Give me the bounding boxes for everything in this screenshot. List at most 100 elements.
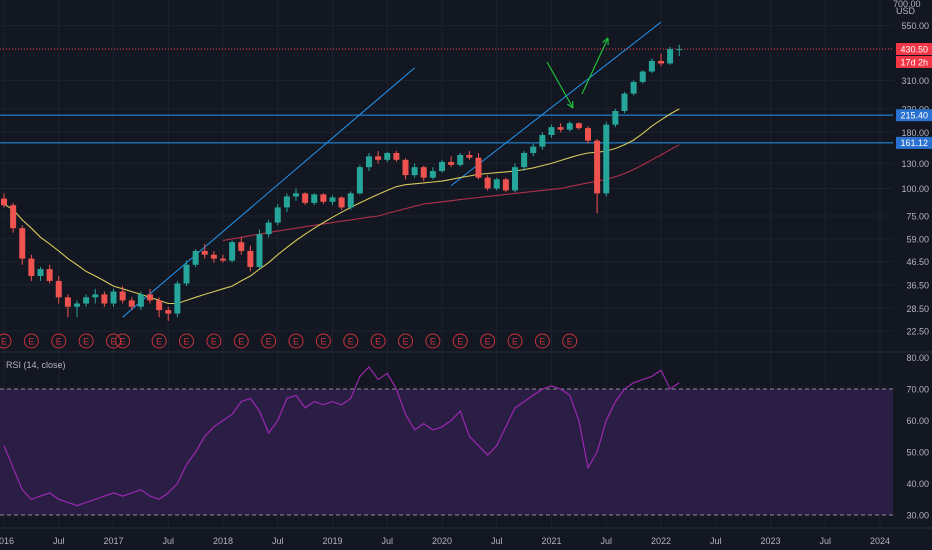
candle[interactable] — [165, 306, 172, 321]
arrow-down-projection[interactable] — [546, 61, 574, 109]
candle[interactable] — [83, 294, 90, 307]
candle[interactable] — [594, 138, 601, 214]
earnings-marker[interactable]: E — [507, 333, 523, 349]
candle[interactable] — [347, 191, 354, 210]
horizontal-levels[interactable] — [0, 48, 893, 144]
candle[interactable] — [612, 108, 619, 128]
candle[interactable] — [119, 286, 126, 304]
candle[interactable] — [329, 195, 336, 206]
candle[interactable] — [676, 44, 683, 57]
earnings-marker[interactable]: E — [452, 333, 468, 349]
candle[interactable] — [92, 288, 99, 304]
candle[interactable] — [229, 240, 236, 263]
candle[interactable] — [293, 188, 299, 201]
level-price-tag[interactable]: 215.40 — [896, 109, 932, 122]
candle[interactable] — [448, 156, 455, 168]
candle[interactable] — [429, 167, 436, 180]
price-channel[interactable] — [122, 21, 662, 318]
earnings-marker[interactable]: E — [343, 333, 359, 349]
candle[interactable] — [37, 266, 44, 281]
candle[interactable] — [256, 229, 263, 270]
candle[interactable] — [183, 260, 190, 287]
earnings-marker[interactable]: E — [115, 333, 131, 349]
candle[interactable] — [156, 297, 163, 318]
candlestick-series[interactable] — [1, 44, 683, 321]
candle[interactable] — [502, 177, 509, 193]
candle[interactable] — [539, 132, 546, 150]
candle[interactable] — [575, 122, 582, 130]
candle[interactable] — [265, 219, 272, 238]
candle[interactable] — [147, 288, 153, 304]
last-price-tag[interactable]: 430.50 — [896, 43, 932, 55]
earnings-marker[interactable]: E — [425, 333, 441, 349]
earnings-marker[interactable]: E — [0, 333, 12, 349]
rsi-panel[interactable] — [0, 365, 893, 516]
earnings-marker[interactable]: E — [233, 333, 249, 349]
candle[interactable] — [375, 151, 382, 164]
candle[interactable] — [521, 151, 528, 172]
channel-upper-line[interactable] — [122, 67, 415, 318]
candle[interactable] — [283, 193, 290, 213]
candle[interactable] — [548, 124, 555, 138]
candle[interactable] — [302, 192, 309, 206]
candle[interactable] — [658, 53, 664, 67]
countdown-tag[interactable]: 17d 2h — [896, 56, 932, 68]
earnings-marker[interactable]: E — [78, 333, 94, 349]
candle[interactable] — [55, 276, 62, 304]
arrow-up-projection[interactable] — [581, 37, 609, 95]
candle[interactable] — [311, 193, 318, 206]
candle[interactable] — [28, 254, 35, 281]
candle[interactable] — [566, 121, 573, 132]
time-axis[interactable]: 2016 Jul 2017 Jul 2018 Jul 2019 Jul 2020 Jul 2021 J… — [0, 527, 932, 546]
candle[interactable] — [174, 280, 181, 318]
candle[interactable] — [530, 143, 537, 157]
candle[interactable] — [402, 158, 409, 180]
candle[interactable] — [220, 254, 226, 263]
price-axis[interactable]: 550.00430.00310.00230.00180.00130.00100.… — [896, 21, 932, 521]
candle[interactable] — [274, 204, 281, 226]
earnings-marker[interactable]: E — [370, 333, 386, 349]
candle[interactable] — [338, 196, 345, 210]
projection-arrows[interactable] — [546, 37, 609, 109]
candle[interactable] — [603, 122, 610, 197]
candle[interactable] — [210, 250, 217, 263]
candle[interactable] — [475, 152, 482, 180]
earnings-marker[interactable]: E — [480, 333, 496, 349]
candle[interactable] — [320, 193, 327, 205]
candle[interactable] — [74, 300, 80, 318]
candle[interactable] — [667, 46, 674, 65]
channel-lower-line[interactable] — [450, 21, 662, 187]
candle[interactable] — [439, 159, 445, 173]
earnings-marker[interactable]: E — [534, 333, 550, 349]
earnings-marker[interactable]: E — [261, 333, 277, 349]
candle[interactable] — [201, 243, 208, 259]
candle[interactable] — [585, 126, 591, 144]
candle[interactable] — [411, 163, 418, 178]
earnings-marker[interactable]: E — [206, 333, 222, 349]
candle[interactable] — [247, 245, 254, 272]
candle[interactable] — [630, 80, 637, 96]
candle[interactable] — [64, 294, 71, 318]
earnings-marker[interactable]: E — [23, 333, 39, 349]
candle[interactable] — [10, 202, 17, 233]
level-price-tag[interactable]: 161.12 — [896, 136, 932, 149]
candle[interactable] — [384, 151, 391, 162]
candle[interactable] — [46, 264, 53, 284]
rsi-line[interactable] — [3, 365, 680, 507]
candle[interactable] — [137, 291, 144, 311]
candle[interactable] — [110, 288, 117, 307]
candle[interactable] — [493, 177, 500, 191]
earnings-marker[interactable]: E — [179, 333, 194, 349]
candle[interactable] — [557, 123, 564, 133]
earnings-marker[interactable]: E — [398, 333, 413, 349]
candle[interactable] — [128, 297, 135, 311]
earnings-marker[interactable]: E — [315, 333, 331, 349]
candle[interactable] — [192, 249, 199, 267]
earnings-marker[interactable]: E — [562, 333, 578, 349]
candle[interactable] — [101, 291, 108, 307]
candle[interactable] — [639, 70, 646, 84]
candle[interactable] — [648, 58, 655, 73]
candle[interactable] — [621, 91, 628, 114]
